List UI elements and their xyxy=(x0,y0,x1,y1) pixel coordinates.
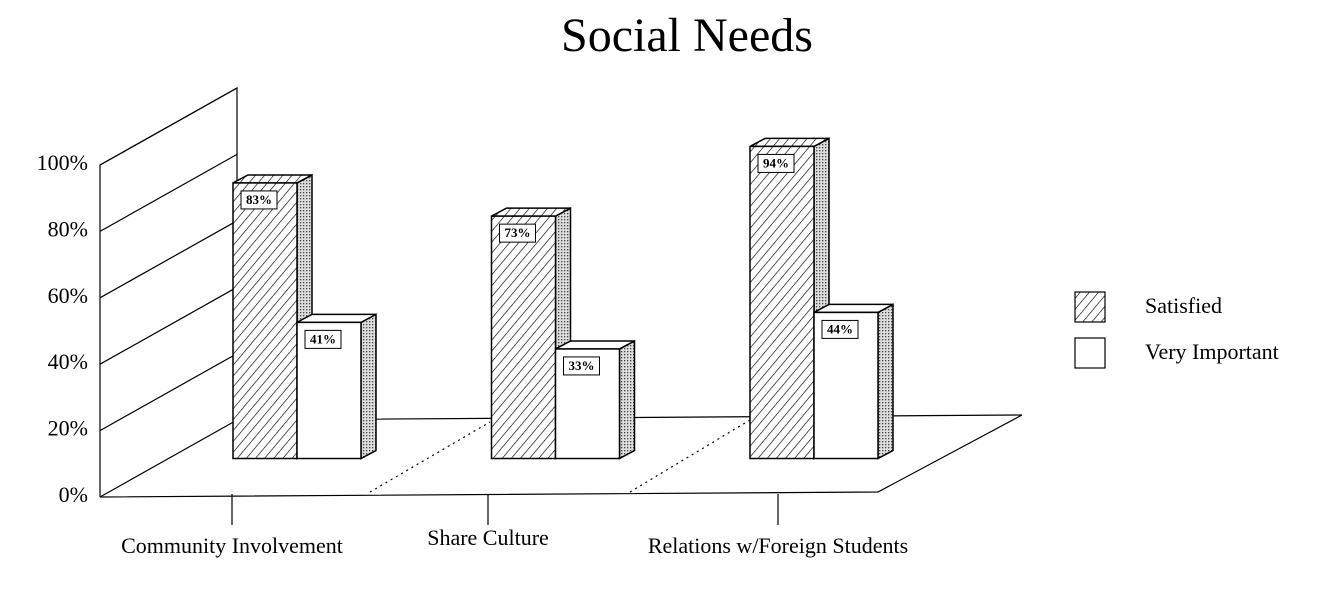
bar xyxy=(490,215,557,460)
value-label-box xyxy=(821,319,859,339)
bar-top xyxy=(749,137,830,148)
y-tick-label: 40% xyxy=(48,349,88,374)
value-label: 73% xyxy=(505,225,531,240)
y-tick-label: 100% xyxy=(37,150,88,175)
floor-divider xyxy=(629,419,751,493)
value-label: 94% xyxy=(763,155,789,170)
grid-line xyxy=(99,286,238,365)
value-label-box xyxy=(757,153,795,173)
value-label-box xyxy=(304,329,342,349)
value-label-box xyxy=(240,190,278,210)
grid-line xyxy=(99,419,238,498)
legend-swatch xyxy=(1074,291,1106,323)
legend-label: Very Important xyxy=(1145,339,1279,364)
value-label-box xyxy=(499,223,536,243)
x-tick-label: Share Culture xyxy=(427,525,549,550)
bar-top xyxy=(813,303,894,314)
floor-divider xyxy=(369,421,491,493)
y-tick-label: 0% xyxy=(59,482,88,507)
value-label: 41% xyxy=(310,331,336,346)
grid-line xyxy=(99,353,238,432)
legend-swatch xyxy=(1074,337,1106,369)
bar-side xyxy=(360,313,377,460)
y-tick-label: 20% xyxy=(48,416,88,441)
value-label: 44% xyxy=(827,321,853,336)
x-tick-label: Community Involvement xyxy=(121,533,343,558)
value-label: 83% xyxy=(246,192,272,207)
bar-side xyxy=(877,303,894,460)
bar-top xyxy=(232,174,313,184)
y-tick-label: 80% xyxy=(48,216,88,241)
value-label-box xyxy=(563,356,600,376)
chart-title: Social Needs xyxy=(561,9,813,62)
grid-line xyxy=(99,153,238,232)
x-tick-label: Relations w/Foreign Students xyxy=(648,533,908,558)
grid-line xyxy=(99,87,238,166)
bar xyxy=(232,182,298,460)
bar-top xyxy=(555,340,635,350)
legend-label: Satisfied xyxy=(1145,293,1222,318)
bar-top xyxy=(296,313,377,324)
y-tick-label: 60% xyxy=(48,283,88,308)
bar xyxy=(749,145,815,460)
bar-side xyxy=(618,339,636,460)
value-label: 33% xyxy=(569,358,595,373)
grid-line xyxy=(99,220,238,299)
bar-top xyxy=(491,207,571,217)
